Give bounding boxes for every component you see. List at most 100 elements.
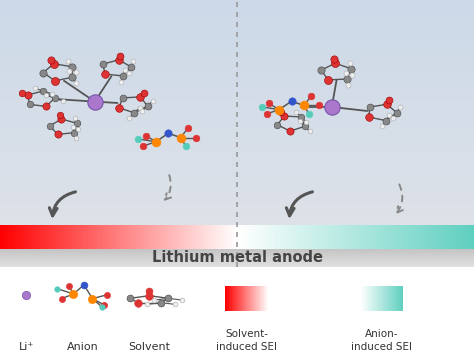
Bar — [1, 225, 2, 249]
Bar — [240, 225, 242, 249]
Bar — [270, 225, 271, 249]
Bar — [0, 120, 474, 124]
Bar — [182, 225, 184, 249]
Bar — [0, 221, 474, 224]
Bar — [258, 225, 260, 249]
Bar — [266, 286, 267, 311]
Bar — [431, 225, 432, 249]
Bar — [0, 107, 474, 110]
Bar — [227, 286, 228, 311]
Bar — [137, 225, 138, 249]
Bar — [0, 43, 474, 47]
Bar — [341, 225, 342, 249]
Bar — [443, 225, 444, 249]
Bar — [379, 225, 380, 249]
Bar — [336, 225, 337, 249]
Bar — [33, 225, 34, 249]
Bar — [190, 225, 191, 249]
Bar — [393, 286, 394, 311]
Bar — [108, 225, 109, 249]
Bar — [391, 286, 392, 311]
Bar — [392, 225, 393, 249]
Bar — [0, 249, 474, 250]
Bar — [380, 225, 382, 249]
Bar — [145, 225, 146, 249]
Bar — [0, 227, 474, 231]
Bar — [223, 225, 224, 249]
Bar — [251, 225, 252, 249]
Bar — [0, 257, 474, 258]
Bar — [420, 225, 422, 249]
Bar — [323, 225, 325, 249]
Bar — [0, 225, 1, 249]
Bar — [57, 225, 58, 249]
Bar — [282, 225, 283, 249]
Bar — [0, 194, 474, 197]
Bar — [268, 225, 269, 249]
Bar — [0, 256, 474, 257]
Bar — [0, 259, 474, 260]
Bar — [409, 225, 410, 249]
Bar — [123, 225, 124, 249]
Bar — [353, 225, 354, 249]
Bar — [0, 23, 474, 27]
Bar — [110, 225, 111, 249]
Bar — [444, 225, 446, 249]
Bar — [239, 225, 240, 249]
Bar — [90, 225, 91, 249]
Bar — [40, 225, 42, 249]
Bar — [346, 225, 347, 249]
Bar — [276, 225, 277, 249]
Bar — [263, 286, 264, 311]
Bar — [228, 286, 229, 311]
Bar — [437, 225, 438, 249]
Bar — [81, 225, 82, 249]
Bar — [164, 225, 166, 249]
Bar — [376, 286, 377, 311]
Bar — [371, 286, 372, 311]
Bar — [265, 286, 266, 311]
Bar — [19, 225, 20, 249]
Bar — [318, 225, 319, 249]
Bar — [303, 225, 304, 249]
Bar — [75, 225, 76, 249]
Bar — [0, 13, 474, 17]
Bar — [180, 225, 181, 249]
Bar — [92, 225, 94, 249]
Bar — [242, 225, 243, 249]
Bar — [465, 225, 467, 249]
Bar — [0, 164, 474, 167]
Bar — [119, 225, 121, 249]
Bar — [373, 225, 374, 249]
Bar — [219, 225, 220, 249]
Bar — [181, 225, 182, 249]
Bar — [392, 286, 393, 311]
Bar — [39, 225, 40, 249]
Bar — [0, 184, 474, 187]
Bar — [56, 225, 57, 249]
Bar — [256, 225, 257, 249]
Bar — [226, 225, 228, 249]
Bar — [373, 286, 374, 311]
Bar — [377, 286, 378, 311]
Bar — [393, 225, 394, 249]
Bar — [308, 225, 309, 249]
Bar — [403, 225, 404, 249]
Bar — [394, 225, 396, 249]
Bar — [225, 286, 226, 311]
Bar — [58, 225, 59, 249]
Bar — [271, 225, 273, 249]
Bar — [0, 187, 474, 191]
Bar — [46, 225, 47, 249]
Bar — [252, 286, 253, 311]
Bar — [469, 225, 470, 249]
Bar — [0, 177, 474, 181]
Bar — [370, 225, 371, 249]
Bar — [0, 127, 474, 130]
Bar — [290, 225, 292, 249]
Bar — [0, 224, 474, 227]
Bar — [230, 225, 231, 249]
Bar — [461, 225, 462, 249]
Bar — [259, 225, 261, 249]
Bar — [382, 286, 383, 311]
